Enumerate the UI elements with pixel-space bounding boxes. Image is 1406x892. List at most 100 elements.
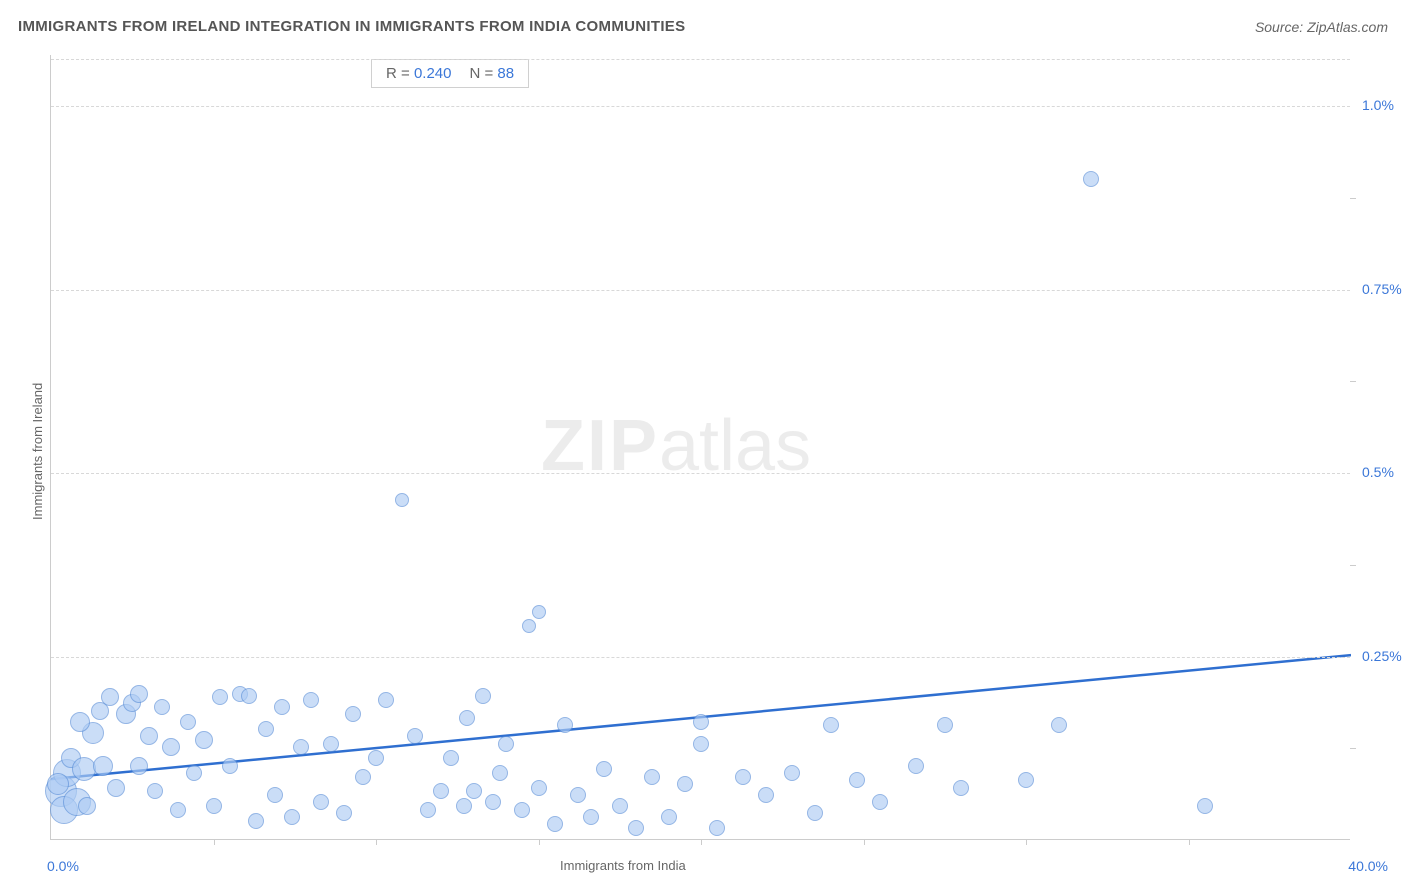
scatter-point xyxy=(583,809,599,825)
scatter-point xyxy=(557,717,573,733)
scatter-point xyxy=(953,780,969,796)
scatter-point xyxy=(547,816,563,832)
scatter-point xyxy=(293,739,309,755)
scatter-point xyxy=(248,813,264,829)
y-minor-tick xyxy=(1350,748,1356,749)
scatter-point xyxy=(433,783,449,799)
scatter-point xyxy=(492,765,508,781)
scatter-point xyxy=(644,769,660,785)
x-minor-tick xyxy=(701,839,702,845)
scatter-point xyxy=(140,727,158,745)
y-minor-tick xyxy=(1350,565,1356,566)
y-axis-label: Immigrants from Ireland xyxy=(30,383,45,520)
scatter-point xyxy=(336,805,352,821)
scatter-point xyxy=(154,699,170,715)
gridline xyxy=(51,290,1350,291)
scatter-point xyxy=(130,685,148,703)
scatter-point xyxy=(93,756,113,776)
scatter-point xyxy=(1083,171,1099,187)
scatter-point xyxy=(456,798,472,814)
scatter-point xyxy=(420,802,436,818)
scatter-point xyxy=(807,805,823,821)
scatter-point xyxy=(522,619,536,633)
scatter-point xyxy=(378,692,394,708)
gridline xyxy=(51,657,1350,658)
x-minor-tick xyxy=(1026,839,1027,845)
x-minor-tick xyxy=(864,839,865,845)
scatter-point xyxy=(485,794,501,810)
scatter-point xyxy=(709,820,725,836)
scatter-point xyxy=(323,736,339,752)
scatter-point xyxy=(498,736,514,752)
scatter-point xyxy=(661,809,677,825)
y-tick-label: 1.0% xyxy=(1362,97,1394,113)
scatter-point xyxy=(303,692,319,708)
scatter-point xyxy=(693,714,709,730)
scatter-point xyxy=(313,794,329,810)
x-minor-tick xyxy=(214,839,215,845)
scatter-point xyxy=(284,809,300,825)
scatter-point xyxy=(170,802,186,818)
scatter-point xyxy=(162,738,180,756)
scatter-point xyxy=(1197,798,1213,814)
scatter-point xyxy=(531,780,547,796)
scatter-point xyxy=(78,797,96,815)
scatter-point xyxy=(849,772,865,788)
x-tick-min: 0.0% xyxy=(47,858,79,874)
scatter-point xyxy=(823,717,839,733)
scatter-point xyxy=(758,787,774,803)
scatter-point xyxy=(596,761,612,777)
chart-header: IMMIGRANTS FROM IRELAND INTEGRATION IN I… xyxy=(18,18,1388,35)
scatter-point xyxy=(222,758,238,774)
scatter-point xyxy=(195,731,213,749)
scatter-point xyxy=(459,710,475,726)
scatter-point xyxy=(180,714,196,730)
chart-source: Source: ZipAtlas.com xyxy=(1255,19,1388,35)
chart-title: IMMIGRANTS FROM IRELAND INTEGRATION IN I… xyxy=(18,18,685,35)
x-minor-tick xyxy=(1189,839,1190,845)
scatter-point xyxy=(355,769,371,785)
scatter-point xyxy=(514,802,530,818)
scatter-point xyxy=(570,787,586,803)
x-axis-label: Immigrants from India xyxy=(560,858,686,873)
y-minor-tick xyxy=(1350,381,1356,382)
scatter-point xyxy=(872,794,888,810)
scatter-point xyxy=(206,798,222,814)
gridline xyxy=(51,473,1350,474)
y-tick-label: 0.25% xyxy=(1362,648,1402,664)
scatter-point xyxy=(212,689,228,705)
scatter-point xyxy=(107,779,125,797)
scatter-point xyxy=(47,773,69,795)
scatter-point xyxy=(274,699,290,715)
gridline xyxy=(51,106,1350,107)
scatter-point xyxy=(72,757,96,781)
scatter-point xyxy=(475,688,491,704)
scatter-point xyxy=(130,757,148,775)
scatter-point xyxy=(241,688,257,704)
x-tick-max: 40.0% xyxy=(1348,858,1388,874)
x-minor-tick xyxy=(376,839,377,845)
scatter-point xyxy=(466,783,482,799)
scatter-point xyxy=(345,706,361,722)
scatter-point xyxy=(368,750,384,766)
scatter-point xyxy=(258,721,274,737)
scatter-point xyxy=(677,776,693,792)
scatter-point xyxy=(395,493,409,507)
scatter-point xyxy=(612,798,628,814)
scatter-point xyxy=(186,765,202,781)
y-minor-tick xyxy=(1350,198,1356,199)
y-tick-label: 0.5% xyxy=(1362,464,1394,480)
scatter-point xyxy=(628,820,644,836)
scatter-plot-area: R = 0.240 N = 88 ZIPatlas xyxy=(50,55,1350,840)
x-minor-tick xyxy=(539,839,540,845)
scatter-point xyxy=(407,728,423,744)
scatter-point xyxy=(70,712,90,732)
scatter-point xyxy=(908,758,924,774)
scatter-point xyxy=(91,702,109,720)
y-tick-label: 0.75% xyxy=(1362,281,1402,297)
scatter-point xyxy=(735,769,751,785)
scatter-point xyxy=(267,787,283,803)
scatter-point xyxy=(147,783,163,799)
scatter-point xyxy=(784,765,800,781)
scatter-point xyxy=(693,736,709,752)
